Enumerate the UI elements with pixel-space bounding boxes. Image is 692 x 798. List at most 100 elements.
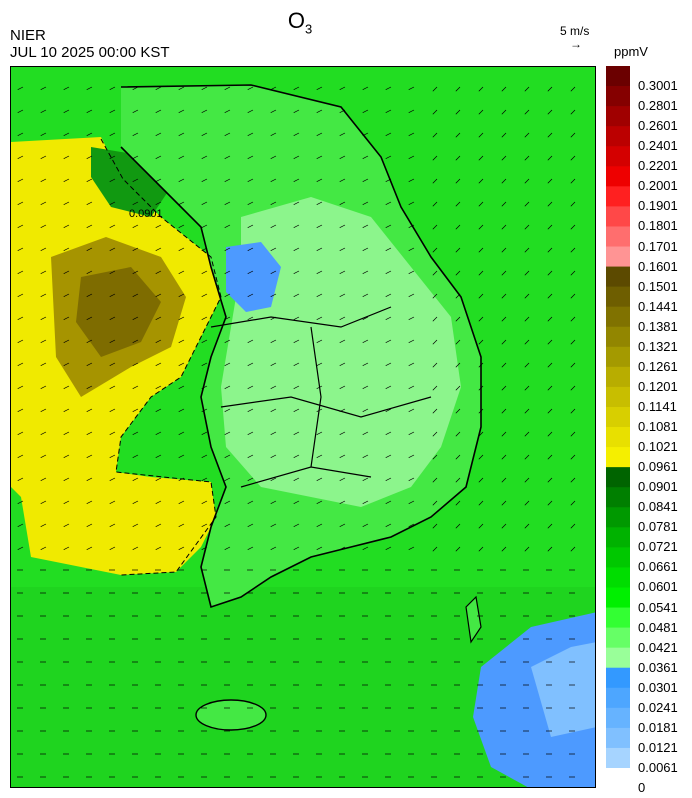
wind-arrow	[408, 339, 415, 344]
wind-arrow	[40, 86, 47, 91]
peak-ozone-center	[76, 267, 161, 357]
colorbar-swatch	[606, 146, 630, 167]
wind-arrow	[155, 454, 162, 459]
wind-arrow	[293, 316, 300, 321]
wind-arrow	[385, 523, 392, 528]
wind-arrow	[362, 500, 369, 505]
wind-arrow	[339, 408, 346, 413]
wind-arrow	[86, 109, 93, 114]
wind-arrow	[478, 546, 484, 552]
colorbar-swatch	[606, 66, 630, 87]
wind-arrow	[455, 523, 461, 529]
wind-arrow	[132, 408, 139, 413]
wind-arrow	[178, 270, 185, 275]
wind-arrow	[132, 109, 139, 114]
wind-arrow	[132, 293, 139, 298]
wind-arrow	[339, 132, 346, 137]
colorbar-tick-label: 0	[638, 780, 646, 796]
wind-arrow	[109, 362, 116, 367]
wind-arrow	[455, 201, 461, 207]
wind-arrow	[432, 293, 438, 299]
wind-arrow	[501, 155, 507, 161]
wind-arrow	[478, 523, 484, 529]
wind-arrow	[247, 109, 254, 114]
wind-arrow	[201, 155, 208, 160]
wind-arrow	[178, 224, 185, 229]
wind-arrow	[432, 316, 438, 322]
colorbar-tick-label: 0.0121	[638, 739, 678, 755]
wind-arrow	[316, 385, 323, 390]
wind-arrow	[339, 155, 346, 160]
colorbar-tick-label: 0.1021	[638, 439, 678, 455]
wind-arrow	[178, 178, 185, 183]
colorbar-tick-label: 0.0541	[638, 599, 678, 615]
colorbar-swatch	[606, 627, 630, 649]
wind-arrow	[201, 523, 208, 528]
colorbar-swatch	[606, 106, 630, 127]
wind-arrow	[155, 500, 162, 505]
wind-arrow	[178, 339, 185, 344]
wind-arrow	[316, 500, 323, 505]
wind-arrow	[385, 339, 392, 344]
wind-arrow	[408, 109, 415, 114]
wind-arrow	[86, 362, 93, 367]
wind-arrow	[408, 86, 415, 91]
wind-arrow	[270, 270, 277, 275]
wind-arrow	[109, 316, 116, 321]
wind-arrow	[570, 86, 576, 92]
wind-arrow	[201, 132, 208, 137]
colorbar-tick-label: 0.0241	[638, 699, 678, 715]
wind-arrow	[570, 316, 576, 322]
wind-arrow	[432, 86, 438, 92]
wind-arrow	[224, 408, 231, 413]
wind-arrow	[524, 523, 530, 529]
colorbar-tick-label: 0.0181	[638, 719, 678, 735]
wind-arrow	[132, 86, 139, 91]
wind-arrow	[109, 477, 116, 482]
wind-arrow	[224, 270, 231, 275]
wind-arrow	[86, 385, 93, 390]
wind-vectors	[17, 86, 576, 778]
colorbar-tick-label: 0.0961	[638, 459, 678, 475]
inland-low-ozone	[221, 197, 461, 507]
wind-arrow	[339, 270, 346, 275]
wind-arrow	[316, 339, 323, 344]
wind-arrow	[132, 178, 139, 183]
wind-arrow	[570, 431, 576, 437]
wind-arrow	[547, 247, 553, 253]
wind-arrow	[109, 339, 116, 344]
wind-arrow	[501, 201, 507, 207]
wind-arrow	[501, 293, 507, 299]
wind-arrow	[247, 362, 254, 367]
wind-arrow	[40, 385, 47, 390]
wind-arrow	[293, 546, 300, 551]
wind-arrow	[547, 454, 553, 460]
wind-arrow	[432, 178, 438, 184]
wind-arrow	[224, 500, 231, 505]
wind-arrow	[247, 247, 254, 252]
wind-arrow	[362, 339, 369, 344]
wind-arrow	[362, 454, 369, 459]
wind-arrow	[385, 546, 392, 551]
wind-arrow	[178, 546, 185, 551]
wind-arrow	[524, 86, 530, 92]
wind-arrow	[132, 362, 139, 367]
wind-arrow	[501, 86, 507, 92]
wind-arrow	[547, 132, 553, 138]
wind-arrow	[86, 224, 93, 229]
wind-arrow	[155, 247, 162, 252]
wind-arrow	[570, 477, 576, 483]
wind-arrow	[224, 224, 231, 229]
wind-arrow	[132, 339, 139, 344]
colorbar-tick-label: 0.0721	[638, 539, 678, 555]
wind-arrow	[385, 247, 392, 252]
colorbar-tick-label: 0.2801	[638, 98, 678, 114]
wind-arrow	[432, 431, 438, 437]
wind-arrow	[155, 523, 162, 528]
wind-arrow	[270, 201, 277, 206]
wind-arrow	[547, 86, 553, 92]
wind-arrow	[316, 408, 323, 413]
wind-arrow	[63, 109, 70, 114]
colorbar-swatch	[606, 547, 630, 568]
wind-arrow	[63, 224, 70, 229]
